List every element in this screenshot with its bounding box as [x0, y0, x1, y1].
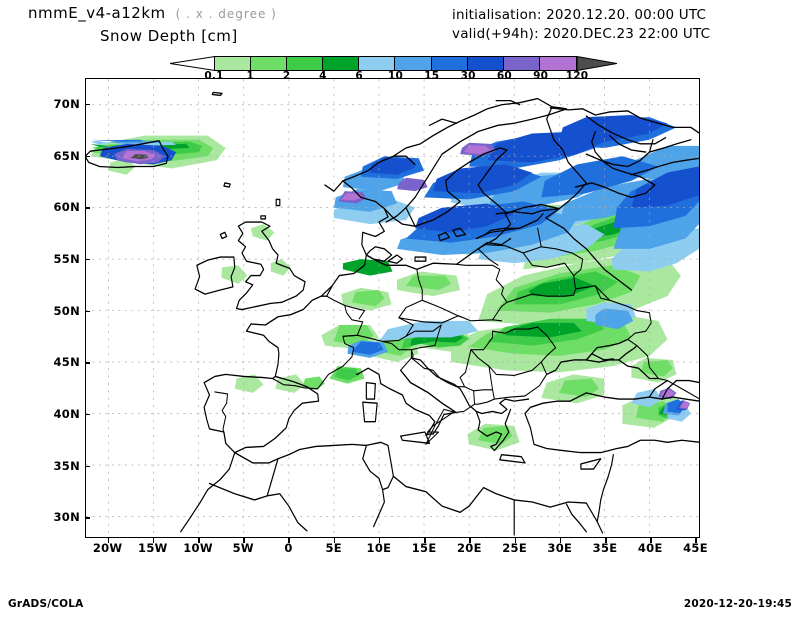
- x-tick-15E: 15E: [411, 541, 437, 555]
- colorbar-swatch-5: [395, 57, 432, 70]
- colorbar-swatch-0: [215, 57, 252, 70]
- colorbar-swatch-4: [359, 57, 396, 70]
- initialisation-line: initialisation: 2020.12.20. 00:00 UTC: [452, 6, 782, 25]
- y-tick-45N: 45N: [53, 355, 80, 370]
- x-tick-mark-25E: [514, 538, 517, 543]
- valid-time-value: 2020.DEC.23 22:00 UTC: [543, 26, 711, 42]
- header-right-block: initialisation: 2020.12.20. 00:00 UTC va…: [452, 6, 782, 44]
- colorbar-swatch-1: [251, 57, 288, 70]
- x-tick-20E: 20E: [456, 541, 482, 555]
- colorbar-swatch-2: [287, 57, 324, 70]
- y-axis-labels: 70N 65N 60N 55N 50N 45N 40N 35N 30N: [38, 78, 80, 538]
- x-tick-10E: 10E: [366, 541, 392, 555]
- header-left-block: nmmE_v4-a12km ( . x . degree ) Snow Depth…: [28, 4, 408, 45]
- footer-producer: GrADS/COLA: [8, 598, 84, 610]
- y-tick-65N: 65N: [53, 148, 80, 163]
- colorbar-swatch-8: [503, 57, 540, 70]
- x-tick-15W: 15W: [138, 541, 168, 555]
- x-tick-0: 0: [284, 541, 293, 555]
- y-tick-mark-70N: [85, 103, 90, 106]
- x-tick-mark-10E: [378, 538, 381, 543]
- model-resolution: ( . x . degree ): [175, 7, 277, 21]
- y-tick-35N: 35N: [53, 458, 80, 473]
- initialisation-value: 2020.12.20. 00:00 UTC: [546, 7, 707, 23]
- y-tick-30N: 30N: [53, 510, 80, 525]
- y-tick-mark-50N: [85, 310, 90, 313]
- model-line: nmmE_v4-a12km ( . x . degree ): [28, 4, 408, 22]
- y-tick-mark-45N: [85, 362, 90, 364]
- x-tick-mark-0: [288, 538, 290, 543]
- x-tick-mark-20E: [469, 538, 471, 543]
- snow-depth-field: [90, 115, 699, 451]
- y-tick-55N: 55N: [53, 251, 80, 266]
- colorbar-swatch-3: [323, 57, 360, 70]
- y-tick-50N: 50N: [53, 303, 80, 318]
- colorbar-swatch-6: [431, 57, 468, 70]
- y-tick-40N: 40N: [53, 406, 80, 421]
- colorbar-swatch-9: [539, 57, 576, 70]
- colorbar-strip: [214, 56, 577, 71]
- y-tick-mark-30N: [85, 517, 90, 519]
- x-tick-40E: 40E: [637, 541, 663, 555]
- x-tick-mark-30E: [559, 538, 562, 543]
- colorbar: 0.1 1 2 4 6 10 15 30 60 90 120: [170, 56, 617, 82]
- colorbar-under-arrow-icon: [170, 56, 215, 71]
- y-tick-mark-65N: [85, 155, 90, 158]
- x-tick-mark-15W: [152, 538, 155, 543]
- colorbar-tick-6: 6: [355, 70, 363, 82]
- colorbar-tick-1: 1: [246, 70, 255, 82]
- model-name: nmmE_v4-a12km: [28, 4, 166, 22]
- colorbar-over-arrow-icon: [577, 56, 617, 71]
- x-tick-20W: 20W: [92, 541, 123, 555]
- x-tick-mark-5W: [243, 538, 245, 543]
- initialisation-label: initialisation:: [452, 7, 542, 23]
- y-tick-mark-40N: [85, 413, 90, 416]
- x-tick-mark-20W: [107, 538, 110, 543]
- colorbar-tick-4: 4: [319, 70, 327, 82]
- x-axis-labels: 20W 15W 10W 5W 0 5E 10E 15E 20E 25E 30E 35E 40E 45E: [85, 541, 708, 559]
- x-tick-5W: 5W: [232, 541, 254, 555]
- x-tick-mark-15E: [424, 538, 426, 543]
- y-tick-70N: 70N: [53, 96, 80, 111]
- valid-time-label: valid(+94h):: [452, 26, 539, 42]
- x-tick-25E: 25E: [502, 541, 527, 555]
- x-tick-mark-45E: [695, 538, 697, 543]
- x-tick-10W: 10W: [183, 541, 213, 555]
- map-plot-area[interactable]: [85, 78, 700, 538]
- y-tick-60N: 60N: [53, 200, 80, 215]
- x-tick-mark-40E: [650, 538, 652, 543]
- y-tick-mark-60N: [85, 207, 90, 209]
- x-tick-mark-35E: [605, 538, 607, 543]
- map-canvas: [86, 79, 699, 537]
- footer-timestamp: 2020-12-20-19:45: [683, 598, 792, 610]
- field-title: Snow Depth [cm]: [100, 27, 238, 45]
- x-tick-30E: 30E: [547, 541, 573, 555]
- x-tick-mark-10W: [198, 538, 200, 543]
- x-tick-35E: 35E: [592, 541, 618, 555]
- x-tick-5E: 5E: [325, 541, 342, 555]
- x-tick-mark-5E: [333, 538, 336, 543]
- map-coastlines: [86, 91, 699, 536]
- valid-time-line: valid(+94h): 2020.DEC.23 22:00 UTC: [452, 25, 782, 44]
- map-graticule: [86, 79, 699, 537]
- colorbar-tick-2: 2: [282, 70, 291, 82]
- x-tick-45E: 45E: [683, 541, 708, 555]
- colorbar-swatch-7: [467, 57, 504, 70]
- y-tick-mark-35N: [85, 465, 90, 468]
- y-tick-mark-55N: [85, 258, 90, 261]
